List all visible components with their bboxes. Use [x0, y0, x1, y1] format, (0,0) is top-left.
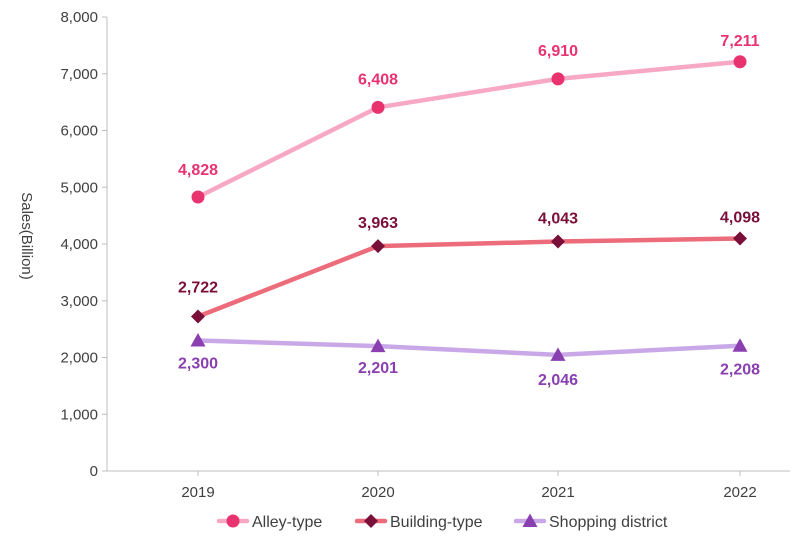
- legend-item: Shopping district: [513, 513, 668, 531]
- y-tick-label: 1,000: [60, 406, 98, 423]
- series-line: [195, 59, 743, 200]
- legend-label: Alley-type: [252, 514, 322, 531]
- data-labels: 4,828 6,408 6,910 7,211 2,722 3,963 4,043 4,098…: [178, 33, 760, 389]
- x-tick-label: 2021: [541, 484, 574, 501]
- data-point: [551, 234, 565, 249]
- data-label: 4,043: [538, 211, 578, 228]
- data-point: [371, 239, 385, 254]
- data-point: [370, 338, 386, 353]
- data-label: 2,046: [538, 372, 578, 389]
- y-tick-label: 6,000: [60, 123, 98, 140]
- data-point: [733, 55, 747, 69]
- legend-item: Alley-type: [216, 514, 322, 531]
- x-tick-label: 2019: [181, 484, 214, 501]
- data-point: [550, 347, 566, 361]
- y-tick-label: 0: [90, 463, 98, 480]
- y-tick-label: 4,000: [60, 236, 98, 253]
- legend-item: Building-type: [354, 514, 483, 531]
- legend-label: Shopping district: [549, 514, 668, 531]
- data-label: 6,408: [358, 71, 398, 88]
- y-tick-labels: 0 1,000 2,000 3,000 4,000 5,000 6,000 7,000 8,00…: [60, 9, 107, 480]
- data-point: [191, 309, 205, 324]
- series-line: [195, 338, 743, 358]
- y-tick-label: 3,000: [60, 293, 98, 310]
- data-point: [191, 190, 205, 204]
- data-point: [190, 332, 206, 347]
- series-layer: [190, 55, 748, 361]
- data-point: [371, 100, 385, 114]
- legend-marker: [522, 513, 538, 527]
- series-line: [195, 236, 743, 319]
- data-label: 4,098: [720, 209, 760, 226]
- y-tick-label: 7,000: [60, 66, 98, 83]
- series-building-type: [191, 231, 747, 324]
- data-label: 4,828: [178, 162, 218, 179]
- legend-marker: [226, 514, 240, 528]
- y-tick-label: 2,000: [60, 350, 98, 367]
- data-label: 2,300: [178, 355, 218, 372]
- legend-label: Building-type: [390, 514, 483, 531]
- y-tick-label: 5,000: [60, 179, 98, 196]
- series-shopping-district: [190, 332, 748, 361]
- x-tick-labels: 2019 2020 2021 2022: [181, 471, 757, 501]
- data-point: [733, 231, 747, 246]
- y-tick-label: 8,000: [60, 9, 98, 26]
- x-tick-label: 2022: [723, 484, 756, 501]
- data-label: 3,963: [358, 215, 398, 232]
- legend-marker: [364, 514, 378, 528]
- series-alley-type: [191, 55, 747, 204]
- legend: Alley-type Building-type Shopping district: [216, 513, 668, 531]
- x-tick-label: 2020: [361, 484, 394, 501]
- data-label: 2,722: [178, 280, 218, 297]
- data-label: 7,211: [720, 33, 759, 50]
- data-point: [732, 338, 748, 352]
- data-label: 2,201: [358, 360, 398, 377]
- data-label: 6,910: [538, 43, 578, 60]
- data-point: [551, 72, 565, 86]
- y-axis-title: Sales(Billion): [18, 192, 35, 280]
- data-label: 2,208: [720, 362, 760, 379]
